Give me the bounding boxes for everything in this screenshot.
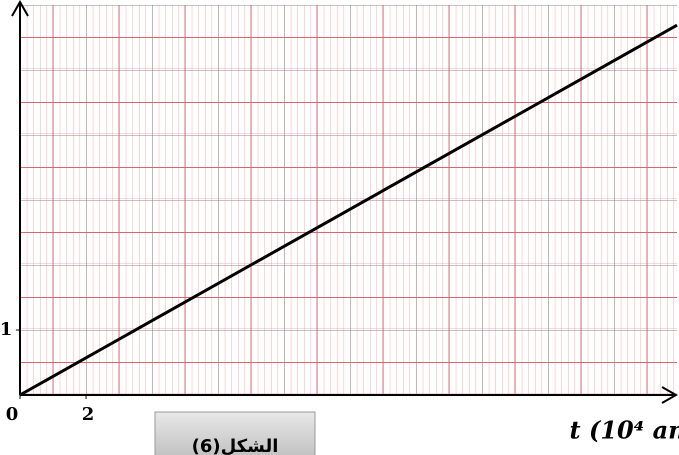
x-axis-label: t (10⁴ ans) — [570, 416, 679, 445]
y-axis-arrow — [11, 0, 29, 17]
x-tick-label: 0 — [6, 404, 19, 425]
y-tick-label: 1 — [0, 319, 12, 340]
caption-box — [154, 411, 316, 455]
data-line — [19, 23, 678, 397]
x-axis-arrow — [661, 386, 679, 404]
x-tick-label: 2 — [82, 404, 95, 425]
caption: الشكل(6) — [192, 436, 279, 455]
graph-paper — [20, 5, 677, 395]
